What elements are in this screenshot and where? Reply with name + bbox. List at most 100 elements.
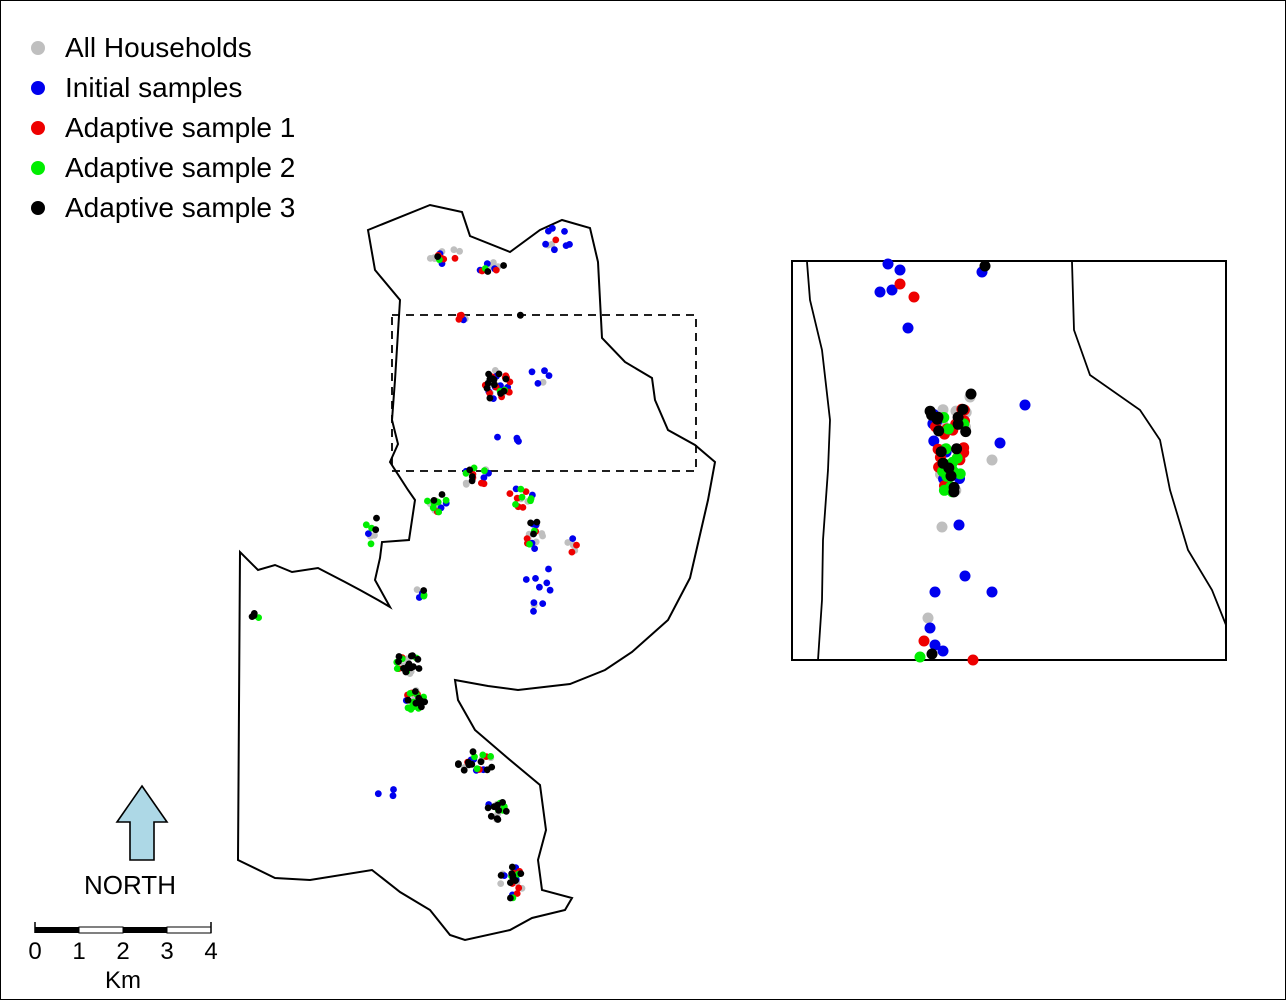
initial-sample-point bbox=[994, 437, 1006, 449]
adaptive2-point bbox=[429, 504, 437, 512]
adaptive2-point bbox=[367, 540, 375, 548]
household-point bbox=[413, 586, 421, 593]
initial-sample-point bbox=[562, 242, 570, 250]
initial-sample-point bbox=[543, 579, 551, 587]
adaptive2-point bbox=[914, 651, 926, 663]
household-point bbox=[371, 531, 378, 539]
initial-sample-point bbox=[389, 792, 397, 800]
legend-item-initial-samples: Initial samples bbox=[24, 68, 295, 108]
adaptive1-point bbox=[513, 890, 521, 897]
adaptive3-point bbox=[508, 863, 516, 871]
initial-sample-point bbox=[569, 535, 577, 542]
initial-sample-point bbox=[542, 240, 549, 248]
initial-sample-point bbox=[953, 519, 965, 531]
household-point bbox=[450, 246, 458, 254]
scale-bar: 0 1 2 3 4 Km bbox=[28, 922, 218, 994]
legend-swatch bbox=[31, 81, 45, 95]
household-point bbox=[539, 532, 546, 540]
adaptive3-point bbox=[979, 260, 991, 272]
adaptive2-point bbox=[942, 423, 954, 435]
household-point bbox=[456, 247, 463, 255]
adaptive2-point bbox=[527, 495, 535, 502]
household-point bbox=[922, 612, 934, 624]
adaptive2-point bbox=[481, 467, 488, 475]
adaptive3-point bbox=[460, 766, 468, 774]
legend-swatch bbox=[31, 161, 45, 175]
adaptive2-point bbox=[479, 751, 487, 759]
adaptive3-point bbox=[250, 610, 258, 617]
initial-sample-point bbox=[882, 258, 894, 270]
adaptive3-point bbox=[499, 799, 506, 806]
adaptive2-point bbox=[517, 485, 525, 493]
initial-sample-point bbox=[536, 583, 543, 591]
initial-sample-point bbox=[874, 286, 886, 298]
adaptive2-point bbox=[526, 540, 533, 548]
adaptive3-point bbox=[530, 530, 537, 538]
adaptive3-point bbox=[469, 748, 477, 756]
adaptive2-point bbox=[424, 497, 431, 505]
adaptive3-point bbox=[404, 696, 412, 704]
initial-sample-point bbox=[929, 586, 941, 598]
legend-label: Adaptive sample 1 bbox=[65, 112, 296, 143]
inset-left-boundary bbox=[806, 261, 831, 661]
adaptive2-point bbox=[435, 508, 443, 516]
adaptive3-point bbox=[497, 872, 505, 879]
adaptive2-point bbox=[362, 521, 370, 529]
adaptive1-point bbox=[451, 254, 459, 262]
adaptive3-point bbox=[400, 665, 407, 672]
initial-sample-point bbox=[959, 570, 971, 582]
adaptive2-point bbox=[393, 665, 401, 672]
adaptive1-point bbox=[522, 488, 530, 495]
north-label: NORTH bbox=[84, 870, 176, 900]
inset-household-points bbox=[874, 258, 1031, 666]
initial-sample-point bbox=[541, 367, 548, 375]
legend: All Households Initial samples Adaptive … bbox=[24, 28, 295, 228]
adaptive3-point bbox=[960, 426, 972, 438]
study-area-outline bbox=[236, 203, 717, 942]
household-point bbox=[986, 454, 998, 466]
initial-sample-point bbox=[374, 790, 382, 798]
adaptive1-point bbox=[456, 312, 464, 319]
adaptive3-point bbox=[935, 446, 947, 458]
adaptive1-point bbox=[486, 389, 493, 397]
initial-sample-point bbox=[365, 530, 372, 537]
household-point bbox=[564, 539, 572, 546]
scale-unit-label: Km bbox=[105, 967, 141, 994]
adaptive3-point bbox=[951, 443, 963, 455]
initial-sample-point bbox=[531, 545, 538, 552]
adaptive3-point bbox=[488, 763, 496, 771]
household-point bbox=[490, 259, 497, 266]
adaptive2-point bbox=[473, 765, 481, 773]
initial-sample-point bbox=[986, 586, 998, 598]
adaptive3-point bbox=[421, 698, 429, 706]
adaptive3-point bbox=[507, 879, 514, 886]
initial-sample-point bbox=[1019, 399, 1031, 411]
adaptive3-point bbox=[373, 514, 380, 522]
adaptive3-point bbox=[926, 648, 938, 660]
adaptive3-point bbox=[395, 658, 402, 665]
adaptive3-point bbox=[957, 403, 969, 415]
initial-sample-point bbox=[494, 433, 501, 441]
scale-tick-3: 3 bbox=[160, 938, 173, 965]
adaptive3-point bbox=[434, 253, 442, 260]
legend-item-adaptive-sample-1: Adaptive sample 1 bbox=[24, 108, 295, 148]
adaptive3-point bbox=[455, 760, 462, 767]
adaptive1-point bbox=[552, 236, 560, 244]
initial-sample-point bbox=[929, 639, 941, 651]
adaptive3-point bbox=[495, 806, 503, 814]
initial-sample-point bbox=[480, 474, 488, 481]
initial-sample-point bbox=[924, 622, 936, 634]
adaptive3-point bbox=[395, 653, 403, 660]
legend-label: All Households bbox=[65, 32, 252, 63]
adaptive3-point bbox=[486, 375, 494, 383]
adaptive1-point bbox=[568, 548, 576, 556]
scale-tick-4: 4 bbox=[204, 938, 217, 965]
adaptive3-point bbox=[533, 518, 541, 526]
adaptive3-point bbox=[926, 409, 938, 421]
initial-sample-point bbox=[546, 586, 554, 594]
initial-sample-point bbox=[886, 284, 898, 296]
adaptive3-point bbox=[487, 812, 495, 820]
legend-swatch bbox=[31, 121, 45, 135]
adaptive3-point bbox=[468, 477, 476, 485]
adaptive3-point bbox=[495, 370, 503, 378]
